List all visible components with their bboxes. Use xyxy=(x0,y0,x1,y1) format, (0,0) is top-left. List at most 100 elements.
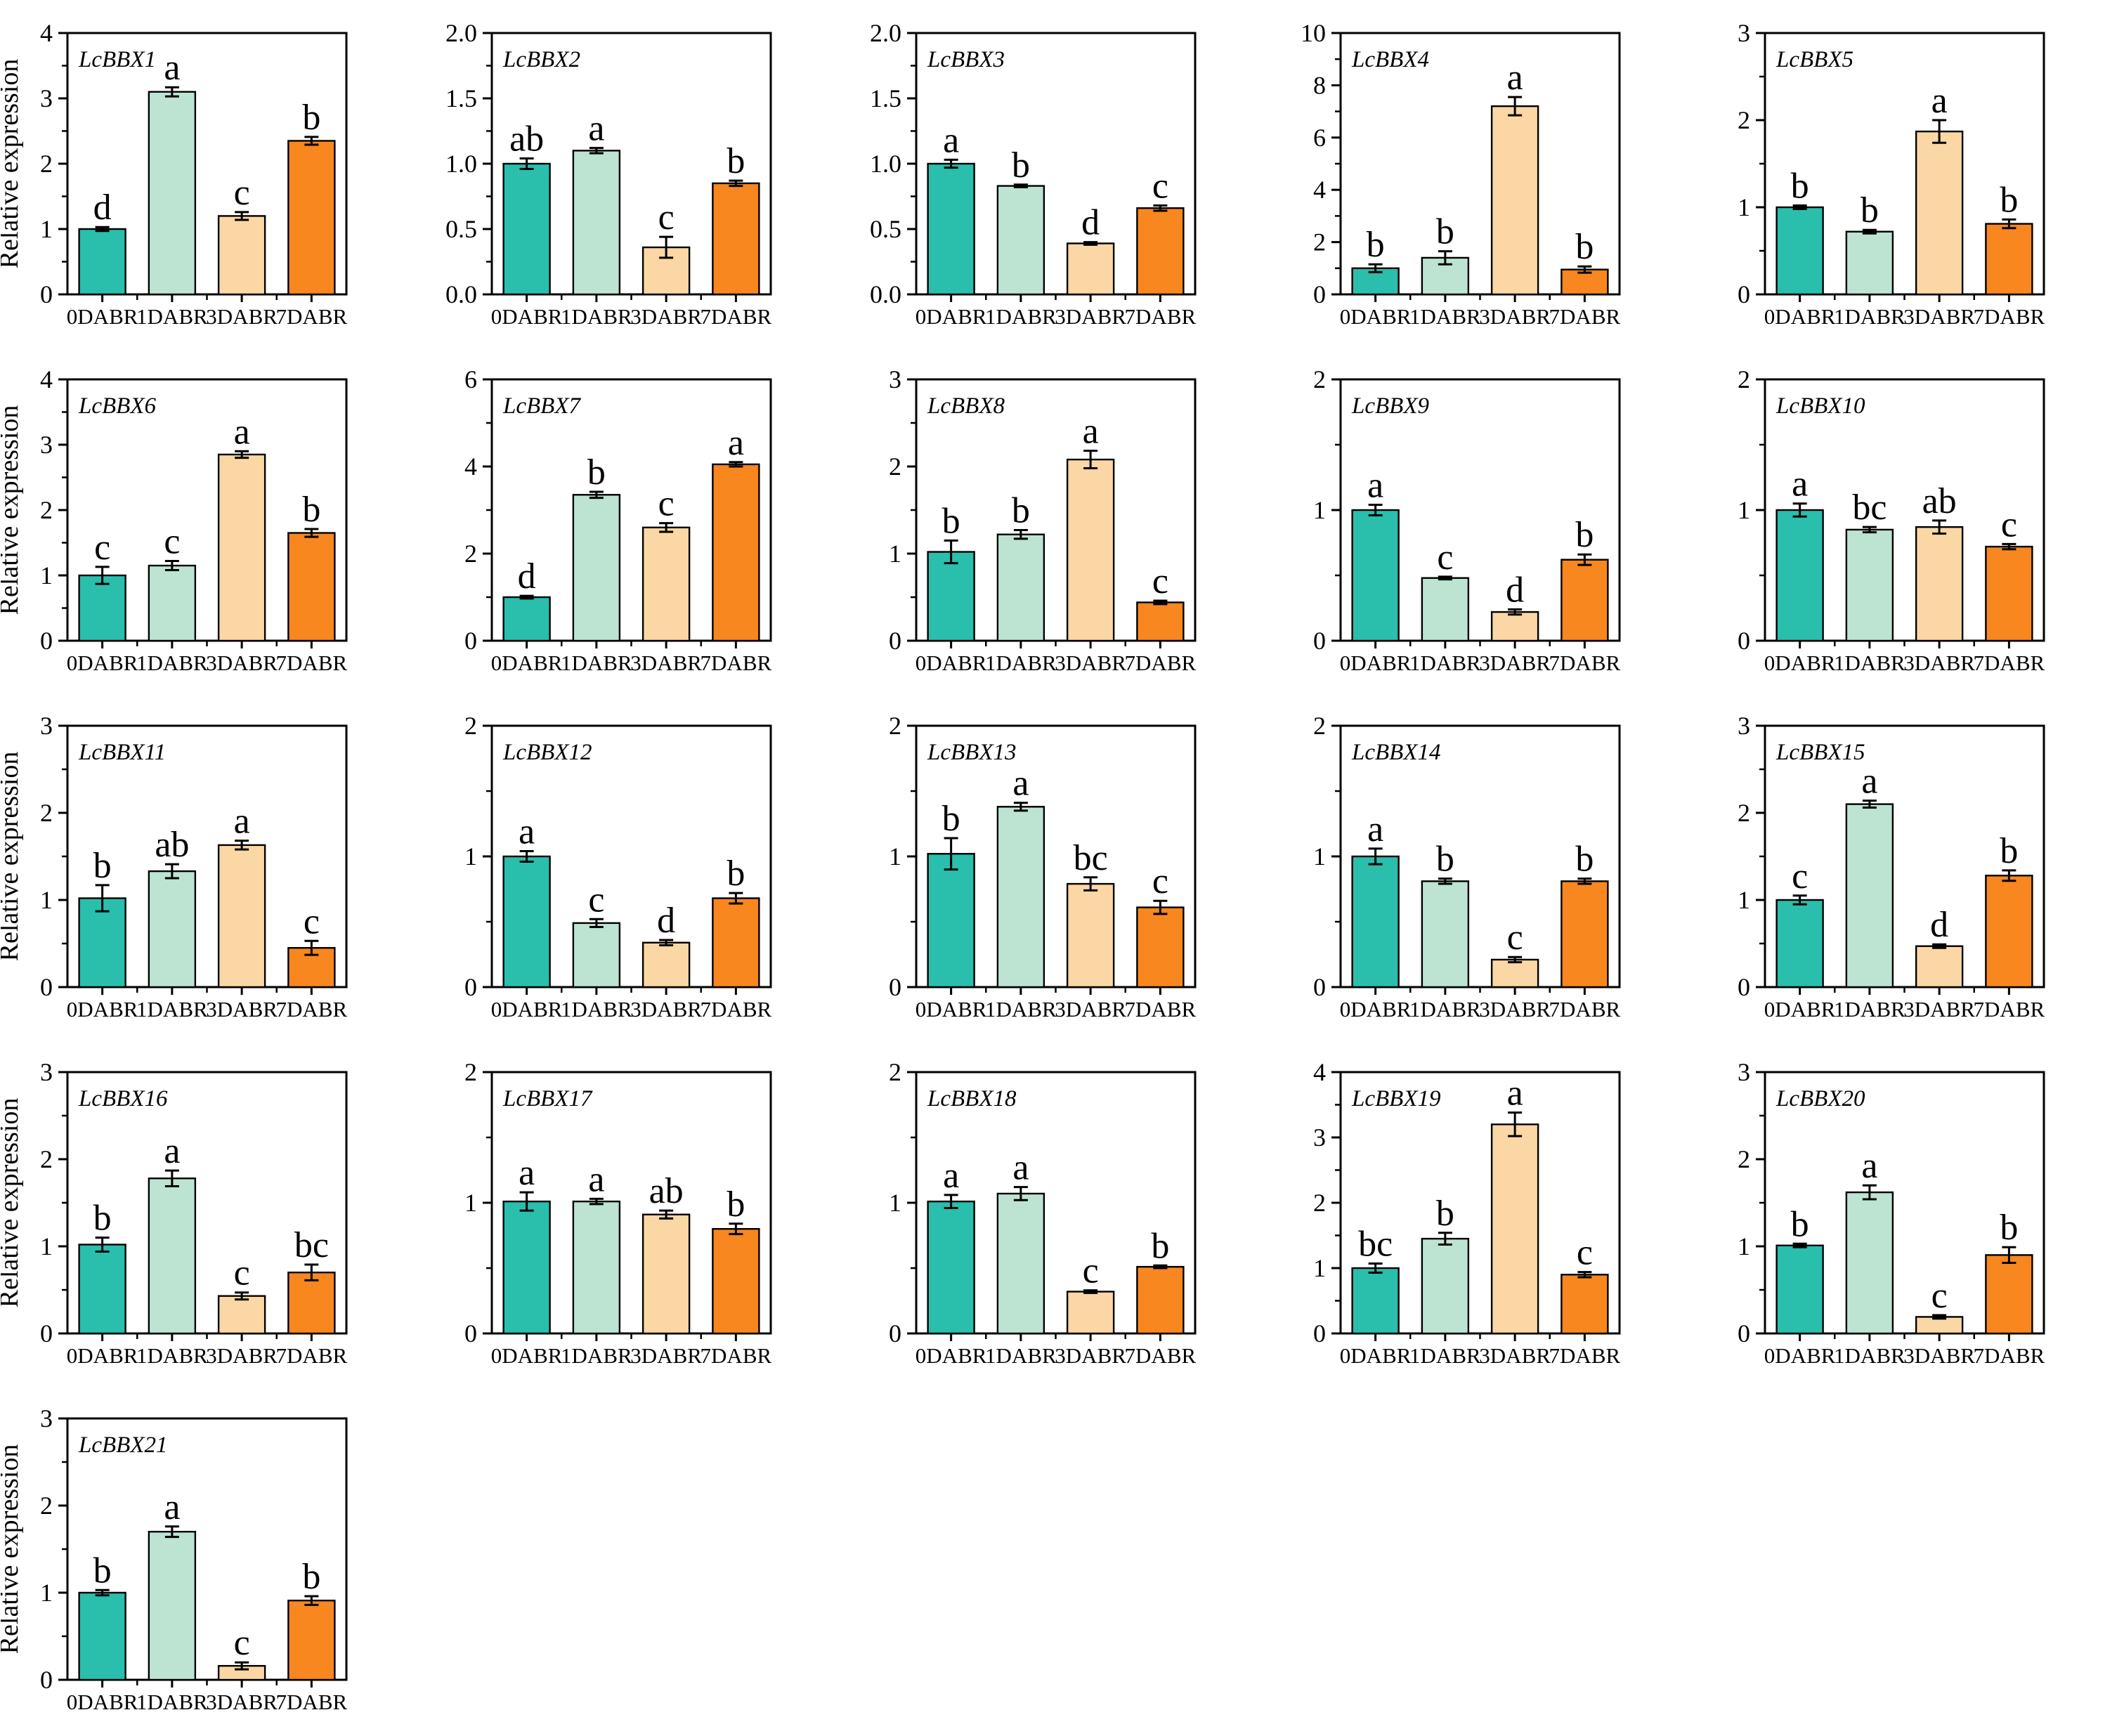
y-tick-label: 3 xyxy=(40,1058,53,1086)
y-tick-label: 3 xyxy=(40,431,53,459)
gene-title: LcBBX6 xyxy=(78,393,156,419)
y-tick-label: 0 xyxy=(1313,627,1326,655)
y-tick-label: 0 xyxy=(40,627,53,655)
x-tick-label: 1DABR xyxy=(136,1690,208,1714)
bar-3DABR xyxy=(641,941,691,988)
y-tick-label: 1 xyxy=(1313,842,1326,870)
bar-3DABR xyxy=(641,1213,691,1335)
x-tick-label: 3DABR xyxy=(206,651,278,675)
bar-0DABR xyxy=(1351,509,1400,642)
y-tick-label: 0.5 xyxy=(870,215,901,243)
x-tick-label: 3DABR xyxy=(206,304,278,329)
y-tick-label: 2 xyxy=(1738,1145,1750,1173)
x-tick-label: 3DABR xyxy=(630,651,702,675)
panel-cell-LcBBX15: 0 1 2 3 c 0DABR a 1DABR d 3DABR b 7DABR LcBBX15 xyxy=(1698,693,2123,1040)
sig-letter: c xyxy=(234,1623,250,1663)
gene-title: LcBBX19 xyxy=(1351,1086,1440,1111)
panel-cell-LcBBX1: 0 1 2 3 4 d 0DABR a 1DABR c 3DABR b 7DABR LcBBX1 Relat… xyxy=(0,1,425,347)
bar-0DABR xyxy=(927,551,975,642)
x-tick-label: 7DABR xyxy=(276,651,348,675)
y-tick-label: 1 xyxy=(40,561,53,589)
sig-letter: c xyxy=(234,1253,250,1293)
sig-letter: ab xyxy=(649,1171,684,1211)
y-tick-label: 2 xyxy=(40,1145,53,1173)
x-tick-label: 7DABR xyxy=(1125,1343,1197,1368)
x-tick-label: 0DABR xyxy=(1340,304,1412,329)
y-tick-label: 3 xyxy=(40,84,53,112)
sig-letter: b xyxy=(93,846,112,886)
bar-7DABR xyxy=(1561,1274,1609,1335)
x-tick-label: 0DABR xyxy=(1340,997,1412,1022)
gene-title: LcBBX4 xyxy=(1351,47,1429,72)
x-tick-label: 1DABR xyxy=(1834,997,1905,1022)
bar-7DABR xyxy=(1136,1265,1185,1335)
y-tick-label: 0 xyxy=(40,1666,53,1694)
x-tick-label: 3DABR xyxy=(206,1690,278,1714)
bar-1DABR xyxy=(996,806,1045,988)
gene-title: LcBBX7 xyxy=(502,393,581,419)
bar-1DABR xyxy=(1845,230,1894,296)
x-tick-label: 3DABR xyxy=(1479,1343,1551,1368)
bar-0DABR xyxy=(78,897,126,988)
x-tick-label: 1DABR xyxy=(136,1343,208,1368)
y-tick-label: 2 xyxy=(464,1058,477,1086)
y-tick-label: 1.0 xyxy=(445,150,477,178)
y-tick-label: 2 xyxy=(1738,799,1750,827)
panel-cell-LcBBX17: 0 1 2 a 0DABR a 1DABR ab 3DABR b 7DABR LcBBX17 xyxy=(425,1040,849,1386)
y-axis-title: Relative expression xyxy=(1,59,24,269)
x-tick-label: 0DABR xyxy=(916,651,987,675)
bar-1DABR xyxy=(572,150,621,296)
sig-letter: b xyxy=(942,501,960,541)
gene-title: LcBBX15 xyxy=(1776,740,1865,765)
panel-cell-LcBBX6: 0 1 2 3 4 c 0DABR c 1DABR a 3DABR b 7DABR LcBBX6 Relat… xyxy=(0,347,425,693)
bar-1DABR xyxy=(148,1530,197,1681)
x-tick-label: 7DABR xyxy=(701,304,772,329)
y-tick-label: 3 xyxy=(1738,712,1750,740)
x-tick-label: 0DABR xyxy=(491,651,563,675)
x-tick-label: 0DABR xyxy=(1764,997,1836,1022)
y-tick-label: 2 xyxy=(40,1492,53,1520)
y-tick-label: 0 xyxy=(1313,973,1326,1001)
x-tick-label: 0DABR xyxy=(67,304,138,329)
sig-letter: c xyxy=(1437,537,1453,577)
expression-chart-LcBBX19: 0 1 2 3 4 bc 0DABR b 1DABR a 3DABR c 7DABR LcBBX19 xyxy=(1313,1058,1621,1368)
panel-cell-LcBBX10: 0 1 2 a 0DABR bc 1DABR ab 3DABR c 7DABR LcBBX10 xyxy=(1698,347,2123,693)
bar-7DABR xyxy=(287,532,336,642)
expression-chart-LcBBX15: 0 1 2 3 c 0DABR a 1DABR d 3DABR b 7DABR LcBBX15 xyxy=(1738,712,2045,1022)
expression-chart-LcBBX16: 0 1 2 3 b 0DABR a 1DABR c 3DABR bc 7DABR LcBBX16 Rela… xyxy=(0,1058,348,1368)
x-tick-label: 3DABR xyxy=(206,1343,278,1368)
y-tick-label: 3 xyxy=(1738,19,1750,47)
bar-3DABR xyxy=(1915,130,1964,296)
gene-title: LcBBX16 xyxy=(78,1086,168,1111)
panel-cell-LcBBX13: 0 1 2 b 0DABR a 1DABR bc 3DABR c 7DABR LcBBX13 xyxy=(849,693,1274,1040)
x-tick-label: 0DABR xyxy=(67,651,138,675)
y-tick-label: 0 xyxy=(464,973,477,1001)
x-tick-label: 0DABR xyxy=(491,1343,563,1368)
expression-chart-LcBBX8: 0 1 2 3 b 0DABR b 1DABR a 3DABR c 7DABR LcBBX8 xyxy=(889,365,1197,675)
bar-3DABR xyxy=(1490,958,1539,988)
x-tick-label: 0DABR xyxy=(1764,304,1836,329)
y-tick-label: 1 xyxy=(40,215,53,243)
sig-letter: a xyxy=(943,1156,959,1196)
bar-0DABR xyxy=(78,228,126,296)
expression-chart-LcBBX21: 0 1 2 3 b 0DABR a 1DABR c 3DABR b 7DABR LcBBX21 Relat… xyxy=(0,1404,348,1714)
bar-0DABR xyxy=(927,853,975,988)
sig-letter: b xyxy=(1436,1194,1454,1234)
sig-letter: a xyxy=(164,1487,180,1527)
x-tick-label: 1DABR xyxy=(1834,304,1905,329)
x-tick-label: 7DABR xyxy=(1125,651,1197,675)
x-tick-label: 0DABR xyxy=(916,997,987,1022)
x-tick-label: 7DABR xyxy=(1125,304,1197,329)
x-tick-label: 7DABR xyxy=(1549,997,1621,1022)
y-tick-label: 0 xyxy=(1738,1319,1750,1347)
y-tick-label: 0.5 xyxy=(445,215,477,243)
gene-title: LcBBX1 xyxy=(78,47,156,72)
sig-letter: b xyxy=(1436,212,1454,252)
bar-1DABR xyxy=(1421,1237,1470,1335)
y-tick-label: 2.0 xyxy=(870,19,901,47)
bar-1DABR xyxy=(148,1177,197,1335)
expression-chart-LcBBX18: 0 1 2 a 0DABR a 1DABR c 3DABR b 7DABR LcBBX18 xyxy=(889,1058,1197,1368)
expression-chart-LcBBX13: 0 1 2 b 0DABR a 1DABR bc 3DABR c 7DABR LcBBX13 xyxy=(889,712,1197,1022)
sig-letter: ab xyxy=(509,119,544,159)
